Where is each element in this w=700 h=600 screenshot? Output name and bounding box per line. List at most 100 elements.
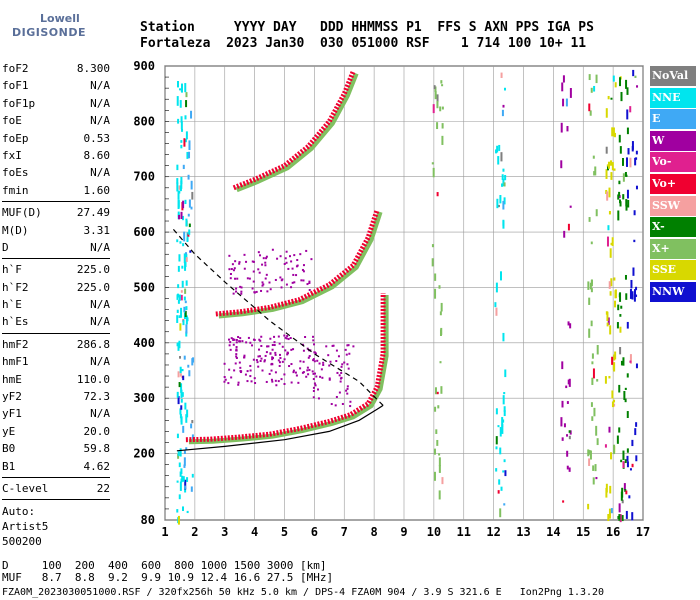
spread-f-dot bbox=[229, 277, 232, 280]
spread-f-dot bbox=[291, 281, 294, 284]
spread-f-dot bbox=[253, 291, 256, 294]
noise-mark bbox=[562, 98, 565, 107]
noise-mark bbox=[604, 376, 607, 384]
noise-mark bbox=[503, 459, 506, 463]
spread-f-dot bbox=[299, 253, 302, 256]
spread-f-dot bbox=[271, 363, 274, 366]
noise-mark bbox=[613, 277, 616, 281]
noise-mark bbox=[611, 127, 614, 137]
spread-f-dot bbox=[249, 364, 252, 367]
spread-f-dot bbox=[260, 289, 263, 292]
noise-mark bbox=[606, 322, 609, 327]
noise-mark bbox=[625, 490, 628, 495]
noise-mark bbox=[567, 321, 570, 326]
noise-mark bbox=[177, 395, 180, 405]
spread-f-dot bbox=[329, 360, 332, 363]
noise-mark bbox=[588, 217, 591, 222]
spread-f-dot bbox=[274, 278, 277, 281]
noise-mark bbox=[431, 244, 434, 248]
noise-mark bbox=[501, 174, 504, 181]
x-tick-label: 16 bbox=[606, 525, 620, 539]
noise-mark bbox=[608, 508, 611, 519]
spread-f-dot bbox=[285, 337, 288, 340]
spread-f-dot bbox=[292, 348, 295, 351]
noise-mark bbox=[622, 173, 625, 182]
spread-f-dot bbox=[311, 370, 314, 373]
noise-mark bbox=[179, 100, 182, 108]
legend-item: SSE bbox=[650, 260, 696, 281]
noise-mark bbox=[180, 416, 183, 425]
param-row: hmE 110.0 bbox=[2, 371, 110, 388]
spread-f-dot bbox=[259, 360, 262, 363]
noise-mark bbox=[180, 140, 183, 143]
spread-f-dot bbox=[284, 349, 287, 352]
noise-mark bbox=[434, 273, 437, 281]
noise-mark bbox=[504, 470, 507, 477]
spread-f-dot bbox=[280, 279, 283, 282]
noise-mark bbox=[497, 490, 500, 494]
spread-f-dot bbox=[312, 335, 315, 338]
spread-f-dot bbox=[258, 271, 261, 274]
noise-mark bbox=[181, 128, 184, 132]
spread-f-dot bbox=[241, 340, 244, 343]
noise-mark bbox=[434, 406, 437, 412]
noise-mark bbox=[569, 88, 572, 98]
spread-f-dot bbox=[261, 281, 264, 284]
autoscaling-line: Artist5 bbox=[2, 520, 49, 534]
param-value: 286.8 bbox=[76, 337, 110, 351]
noise-mark bbox=[605, 146, 608, 154]
spread-f-dot bbox=[267, 345, 270, 348]
spread-f-dot bbox=[286, 353, 289, 356]
noise-mark bbox=[495, 149, 498, 154]
spread-f-dot bbox=[328, 377, 331, 380]
noise-mark bbox=[566, 401, 569, 404]
spread-f-dot bbox=[264, 354, 267, 357]
noise-mark bbox=[176, 294, 179, 300]
noise-mark bbox=[617, 304, 620, 311]
spread-f-dot bbox=[349, 405, 352, 408]
spread-f-dot bbox=[233, 369, 236, 372]
noise-mark bbox=[610, 508, 613, 514]
noise-mark bbox=[590, 320, 593, 327]
param-name: D bbox=[2, 240, 9, 254]
param-value: 3.31 bbox=[83, 223, 111, 237]
spread-f-dot bbox=[283, 373, 286, 376]
noise-mark bbox=[590, 402, 593, 407]
noise-mark bbox=[434, 288, 437, 299]
noise-mark bbox=[621, 499, 624, 504]
noise-mark bbox=[616, 322, 619, 329]
polarization-legend: NoVal NNE E W Vo- Vo+ SSW X- X+ SSE NNW bbox=[650, 66, 696, 304]
spread-f-dot bbox=[249, 369, 252, 372]
noise-mark bbox=[180, 116, 183, 123]
noise-mark bbox=[589, 282, 592, 290]
spread-f-dot bbox=[349, 400, 352, 403]
noise-mark bbox=[177, 199, 180, 209]
spread-f-dot bbox=[308, 368, 311, 371]
spread-f-dot bbox=[234, 277, 237, 280]
x-tick-label: 11 bbox=[457, 525, 471, 539]
noise-mark bbox=[566, 465, 569, 470]
noise-mark bbox=[633, 210, 636, 216]
noise-mark bbox=[436, 391, 439, 395]
spread-f-dot bbox=[289, 337, 292, 340]
noise-mark bbox=[500, 152, 503, 162]
noise-mark bbox=[623, 391, 626, 400]
noise-mark bbox=[588, 297, 591, 305]
noise-mark bbox=[630, 279, 633, 289]
spread-f-dot bbox=[269, 288, 272, 291]
noise-mark bbox=[438, 457, 441, 467]
noise-mark bbox=[618, 514, 621, 521]
noise-mark bbox=[180, 468, 183, 475]
noise-mark bbox=[629, 157, 632, 168]
spread-f-dot bbox=[234, 260, 237, 263]
noise-mark bbox=[566, 434, 569, 437]
spread-f-dot bbox=[319, 375, 322, 378]
spread-f-dot bbox=[346, 392, 349, 395]
noise-mark bbox=[440, 80, 443, 84]
noise-mark bbox=[610, 452, 613, 460]
spread-f-dot bbox=[346, 387, 349, 390]
spread-f-dot bbox=[255, 290, 258, 293]
spread-f-dot bbox=[322, 361, 325, 364]
noise-mark bbox=[180, 121, 183, 130]
param-name: foF1p bbox=[2, 96, 36, 110]
